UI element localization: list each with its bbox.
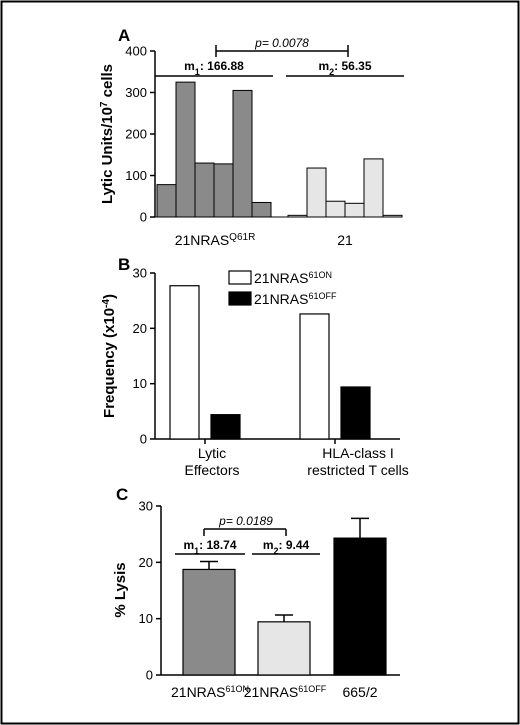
panel-c-label: C: [116, 485, 128, 504]
panel-c-category-label: 665/2: [342, 684, 377, 700]
panel-b-bar: [169, 285, 200, 440]
panel-c-pvalue: p= 0.0189: [218, 514, 273, 528]
panel-c-bar: [333, 537, 387, 676]
panel-b-legend-swatch: [228, 291, 252, 306]
panel-a-bar: [213, 163, 234, 218]
panel-b-bar: [210, 414, 241, 440]
panel-b-legend-label: 21NRAS61ON: [254, 270, 332, 286]
panel-b-label: B: [118, 255, 130, 274]
panel-b-ylabel: Frequency (x10-4): [101, 294, 119, 418]
panel-a-bar: [251, 201, 272, 218]
panel-a-bar: [325, 200, 346, 218]
panel-a-pvalue: p= 0.0078: [254, 36, 309, 50]
panel-b-bar: [340, 386, 371, 440]
panel-a-bar: [232, 89, 253, 218]
panel-c-bar: [257, 621, 311, 676]
panel-a-y-tick-label: 200: [125, 127, 147, 142]
panel-a-mean-label: m1: 166.88: [184, 59, 244, 77]
panel-a-y-tick-label: 100: [125, 168, 147, 183]
panel-b-y-tick-label: 10: [133, 376, 147, 391]
panel-b-y-tick-label: 20: [133, 321, 147, 336]
panel-c-y-tick-label: 30: [139, 499, 153, 514]
panel-a-category-label: 21: [337, 232, 353, 248]
panel-a-ylabel: Lytic Units/107 cells: [99, 64, 117, 204]
panel-a-bar: [175, 81, 196, 218]
panel-c-category-label: 21NRAS61ON: [171, 684, 249, 700]
panel-a-category-label: 21NRASQ61R: [175, 232, 256, 249]
panel-a-bar: [306, 167, 327, 218]
panel-c-mean-label: m2: 9.44: [263, 538, 310, 556]
panel-b-legend-swatch: [228, 270, 252, 285]
panel-b-legend-label: 21NRAS61OFF: [254, 291, 337, 307]
panel-c-y-tick-label: 20: [139, 555, 153, 570]
panel-c-category-label: 21NRAS61OFF: [244, 684, 327, 700]
panel-c-y-tick-label: 10: [139, 611, 153, 626]
panel-b-bar: [299, 313, 330, 440]
panel-a-bar: [363, 158, 384, 218]
panel-a-mean-label: m2: 56.35: [318, 59, 371, 77]
panel-b-category-label: Effectors: [185, 462, 240, 478]
panel-b-category-label: restricted T cells: [307, 462, 408, 478]
panel-b-category-label: Lytic: [198, 445, 226, 461]
panel-c-mean-label: m1: 18.74: [183, 538, 236, 556]
panel-c-ylabel: % Lysis: [112, 562, 129, 617]
panel-b-category-label: HLA-class I: [322, 445, 394, 461]
panel-a-label: A: [118, 26, 130, 45]
panel-b-y-tick-label: 0: [140, 432, 147, 447]
panel-a-bar: [194, 162, 215, 218]
panel-c-y-tick-label: 0: [146, 668, 153, 683]
panel-a-bar: [156, 184, 177, 218]
panel-a-bar: [344, 202, 365, 218]
panel-b-y-tick-label: 30: [133, 266, 147, 281]
panel-a-y-tick-label: 300: [125, 85, 147, 100]
panel-a-y-tick-label: 0: [140, 210, 147, 225]
panel-a-y-tick-label: 400: [125, 44, 147, 59]
panel-c-bar: [182, 568, 236, 676]
